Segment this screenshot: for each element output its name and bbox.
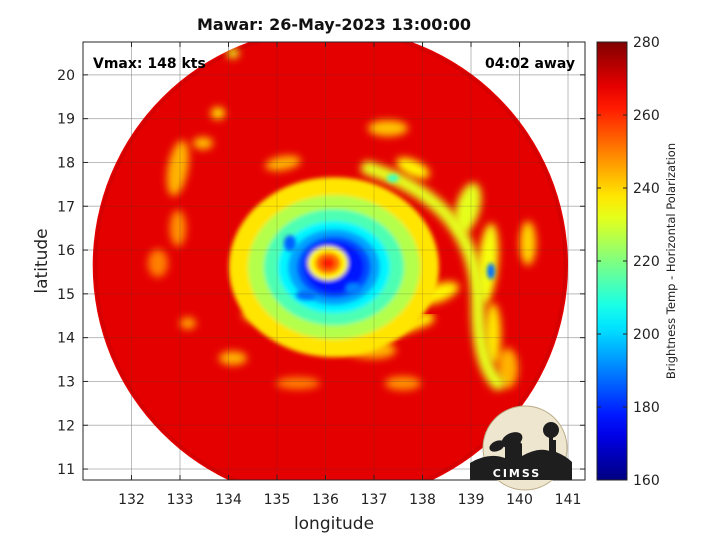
plot-frame — [82, 41, 586, 481]
colorbar-tick-label: 220 — [633, 254, 660, 270]
colorbar — [596, 41, 628, 481]
x-axis-label: longitude — [294, 514, 374, 534]
vmax-annotation: Vmax: 148 kts — [93, 56, 206, 72]
x-tick-label: 133 — [167, 492, 194, 508]
y-tick-label: 20 — [57, 68, 75, 84]
x-tick-label: 136 — [312, 492, 339, 508]
spiral-arm — [360, 161, 505, 391]
storm-core — [228, 177, 439, 358]
chart-title: Mawar: 26-May-2023 13:00:00 — [197, 15, 471, 34]
colorbar-label: Brightness Temp - Horizontal Polarizatio… — [664, 143, 678, 379]
colorbar-tick-label: 200 — [633, 327, 660, 343]
x-tick-label: 135 — [264, 492, 291, 508]
colorbar-tick-label: 180 — [633, 400, 660, 416]
y-tick-label: 18 — [57, 155, 75, 171]
x-tick-label: 134 — [215, 492, 242, 508]
colorbar-tick-label: 280 — [633, 35, 660, 51]
x-tick-label: 141 — [555, 492, 582, 508]
y-tick-label: 15 — [57, 287, 75, 303]
y-tick-label: 14 — [57, 331, 75, 347]
x-tick-label: 138 — [409, 492, 436, 508]
colorbar-ticks: 160 180 200 220 240 260 280 — [597, 35, 660, 489]
swath-edge — [94, 42, 567, 480]
y-tick-label: 13 — [57, 374, 75, 390]
y-axis-ticks: 11 12 13 14 15 16 17 18 19 20 — [57, 68, 585, 478]
y-tick-label: 16 — [57, 243, 75, 259]
storm-image — [92, 42, 569, 480]
y-tick-label: 12 — [57, 418, 75, 434]
x-tick-label: 139 — [458, 492, 485, 508]
y-tick-label: 19 — [57, 112, 75, 128]
cimss-logo: CIMSS — [470, 405, 572, 491]
time-away-annotation: 04:02 away — [485, 56, 575, 72]
logo-text: CIMSS — [493, 467, 541, 480]
y-tick-label: 17 — [57, 199, 75, 215]
x-axis-ticks: 132 133 134 135 136 137 138 139 140 141 — [118, 42, 581, 508]
x-tick-label: 132 — [118, 492, 145, 508]
colorbar-tick-label: 240 — [633, 181, 660, 197]
colorbar-tick-label: 260 — [633, 108, 660, 124]
y-axis-label: latitude — [32, 228, 52, 293]
convective-cells — [283, 174, 495, 301]
colorbar-tick-label: 160 — [633, 473, 660, 489]
x-tick-label: 137 — [361, 492, 388, 508]
y-tick-label: 11 — [57, 462, 75, 478]
x-tick-label: 140 — [506, 492, 533, 508]
